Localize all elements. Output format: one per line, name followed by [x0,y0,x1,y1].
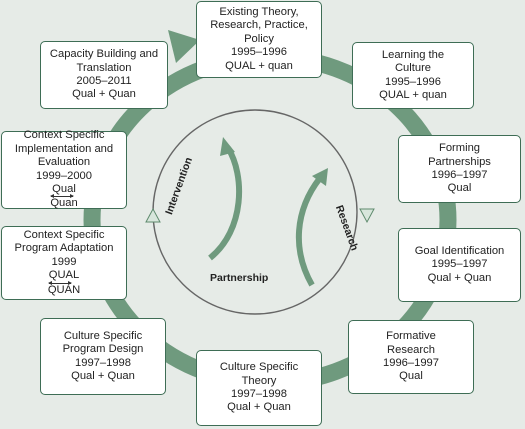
box-line: 1995–1996 [231,46,287,59]
box-line: Policy [244,32,274,45]
box-formative-research: Formative Research 1996–1997 Qual [348,320,474,394]
box-line: Formative [386,330,436,343]
box-line: Qual + Quan [72,88,136,101]
method-right: Quan [50,197,78,210]
box-line: QUAL + quan [225,59,293,72]
box-context-specific-implementation: Context Specific Implementation and Evalua… [1,129,127,211]
box-line: Qual + Quan [71,369,135,382]
box-line: Theory [241,374,277,387]
cycle-arrowhead [168,30,200,63]
method-left: QUAL [48,269,80,282]
box-line: Research, Practice, [210,19,308,32]
box-forming-partnerships: Forming Partnerships 1996–1997 Qual [398,135,521,203]
intervention-arrowhead [220,137,235,156]
box-line: Research [387,343,435,356]
box-line: Culture Specific [63,329,143,342]
box-line: Qual + Quan [227,401,291,414]
box-line: 1999 [51,255,77,268]
box-line: 2005–2011 [76,75,132,87]
box-line: Context Specific [23,129,105,142]
box-line: Culture [394,62,432,75]
box-line: Learning the [381,48,445,61]
intervention-arrow [208,146,243,261]
box-line: 1995–1996 [385,75,441,88]
research-arrow [295,176,323,287]
box-line: Forming [438,142,481,155]
box-learning-culture: Learning the Culture 1995–1996 QUAL + quan [352,42,474,109]
method-row: Qual Quan [50,182,78,211]
left-triangle-marker [145,207,161,223]
box-line: Translation [76,61,132,74]
research-arrowhead [312,168,328,186]
box-line: 1995–1997 [431,258,488,271]
box-line: 1997–1998 [231,388,287,400]
box-culture-specific-theory: Culture Specific Theory 1997–1998 Qual + Qu… [196,350,322,426]
box-line: 1997–1998 [75,356,131,369]
box-line: 1996–1997 [383,357,439,369]
box-line: Program Adaptation [14,242,114,255]
box-line: Evaluation [37,156,91,169]
label-partnership: Partnership [210,272,269,284]
box-existing-theory: Existing Theory, Research, Practice, Polic… [196,1,322,78]
box-capacity-building: Capacity Building and Translation 2005–201… [40,41,168,109]
method-right: QUAN [47,283,81,296]
box-line: Context Specific [23,228,105,241]
box-line: Culture Specific [219,361,299,374]
double-arrow-icon [47,280,72,285]
box-line: QUAL + quan [379,88,447,101]
box-line: Qual [399,370,423,383]
box-line: Existing Theory, [219,5,299,18]
box-goal-identification: Goal Identification 1995–1997 Qual + Quan [398,228,521,302]
box-line: Qual [447,182,472,195]
box-line: 1996–1997 [431,169,488,181]
box-line: Partnerships [428,155,491,168]
box-line: Qual + Quan [427,271,492,284]
box-line: Capacity Building and [49,48,159,61]
box-line: Goal Identification [414,244,505,257]
box-line: 1999–2000 [36,169,92,182]
double-arrow-icon [50,194,75,199]
box-line: Implementation and [14,142,114,155]
box-context-specific-program-adaptation: Context Specific Program Adaptation 1999 QU… [1,226,127,300]
box-culture-specific-program-design: Culture Specific Program Design 1997–1998 Q… [40,318,166,395]
method-row: QUAL QUAN [47,269,81,297]
method-left: Qual [52,182,76,195]
right-triangle-marker [359,208,375,224]
box-line: Program Design [62,343,144,356]
